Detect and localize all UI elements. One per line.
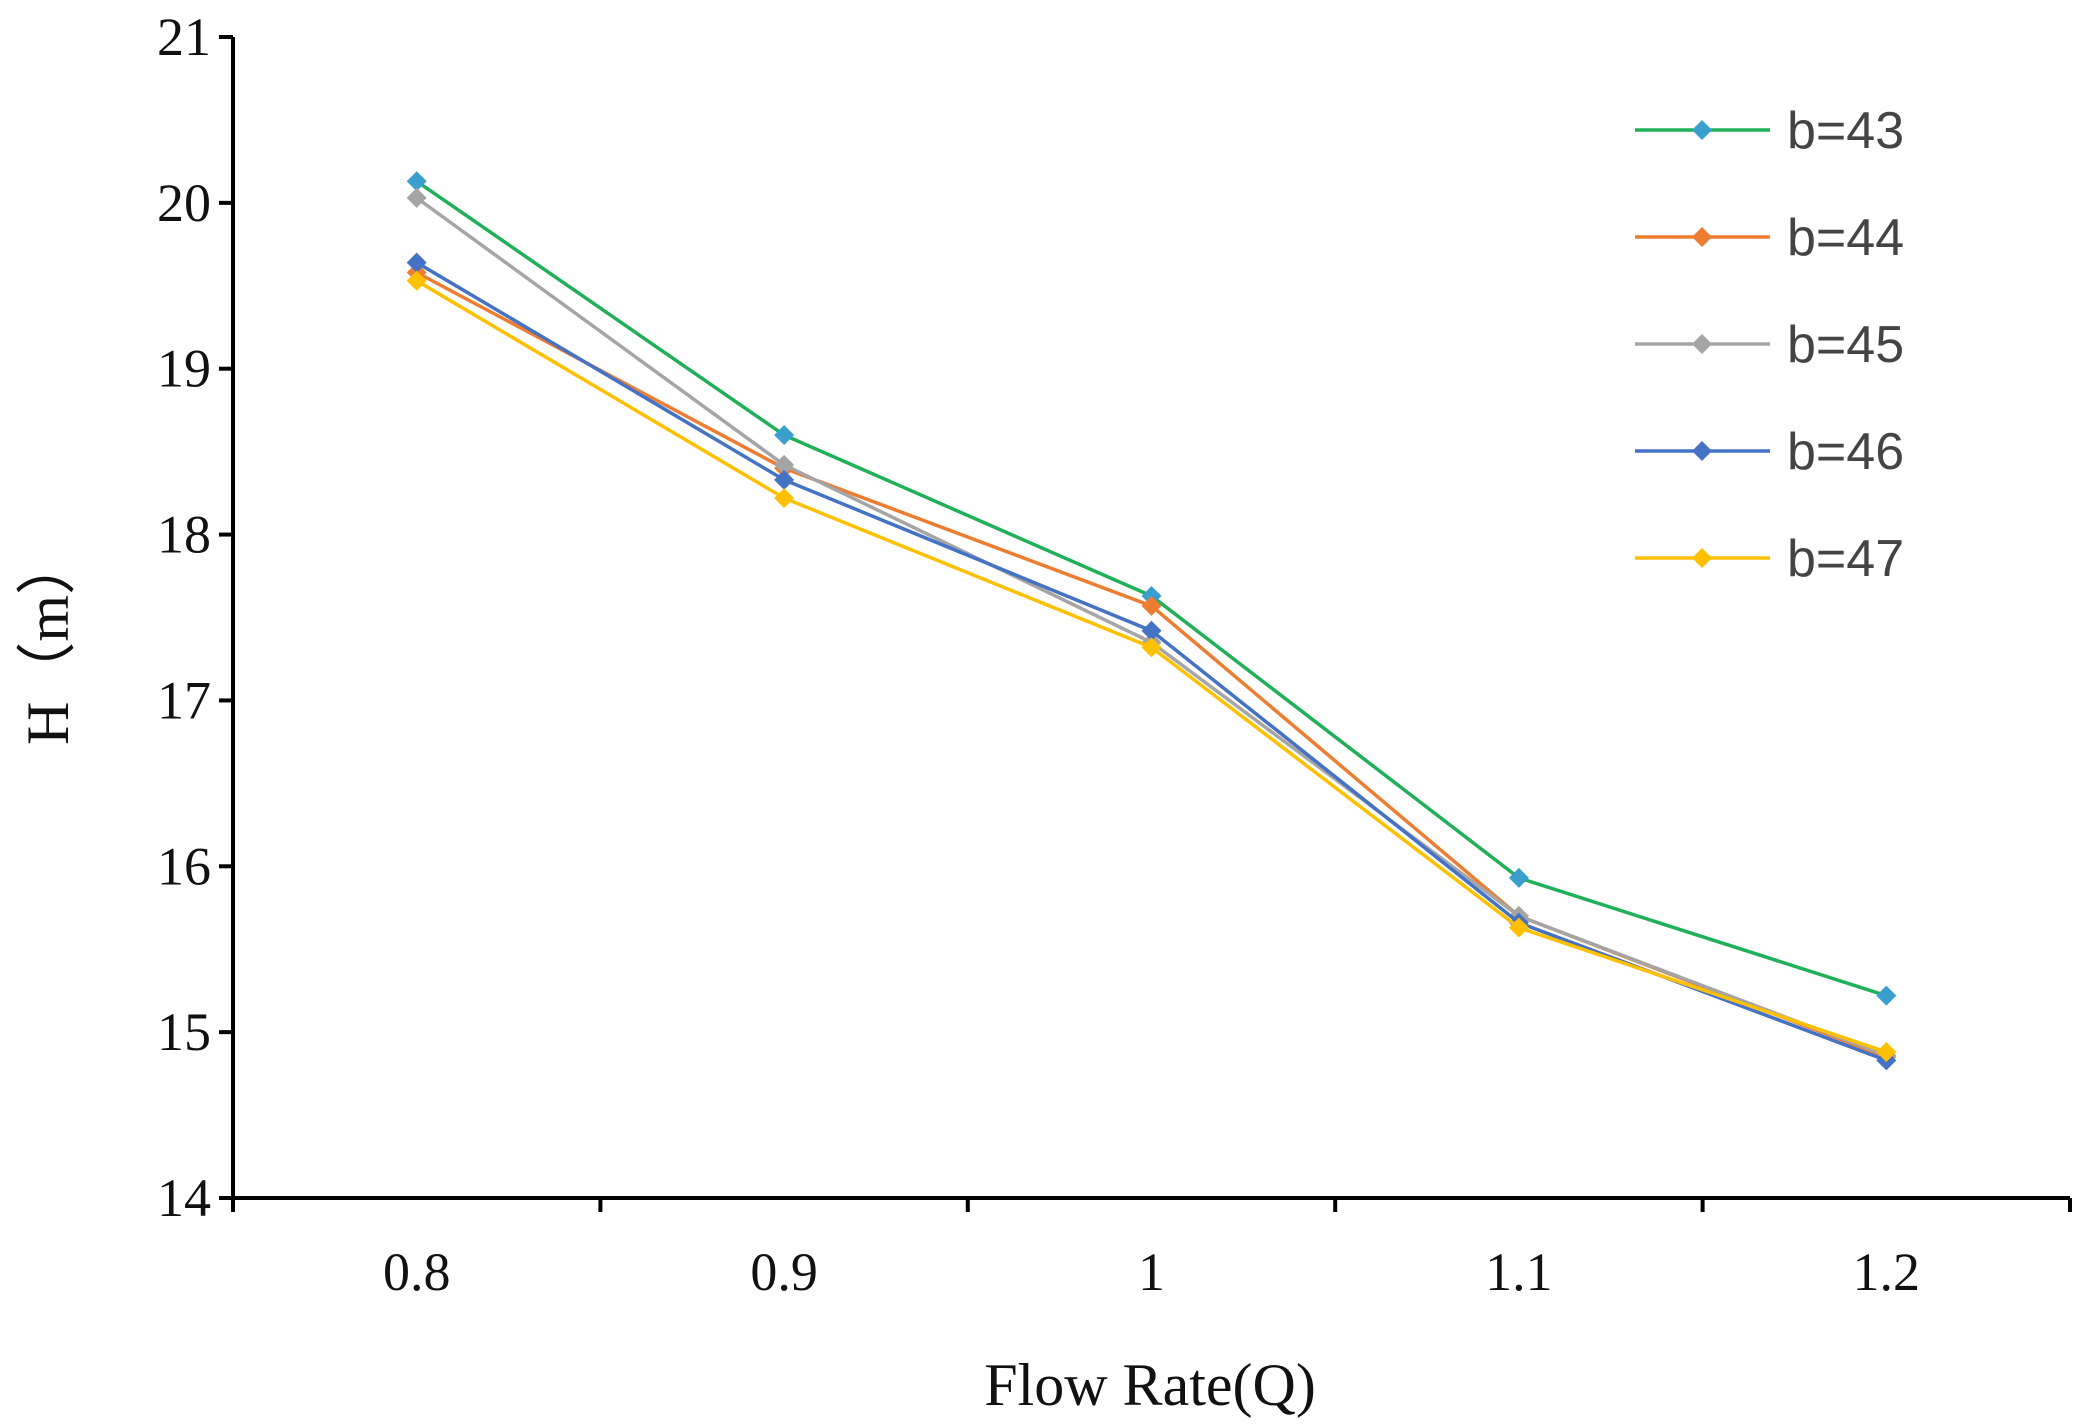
data-point-b46: [406, 252, 427, 273]
data-point-b43: [1876, 985, 1897, 1006]
series-line-b46: [415, 261, 1887, 1062]
y-axis-title: H（m）: [15, 535, 81, 745]
legend: b=43 b=44 b=45 b=46 b=47: [1635, 102, 1904, 588]
legend-marker: [1692, 441, 1712, 461]
x-ticks: 0.8 0.9 1 1.1 1.2: [231, 1198, 2072, 1302]
legend-label: b=43: [1787, 102, 1904, 160]
data-point-b45: [774, 454, 795, 475]
legend-marker: [1692, 227, 1712, 247]
x-axis-title: Flow Rate(Q): [984, 1352, 1316, 1418]
legend-item-b46: b=46: [1635, 423, 1904, 481]
y-tick-label: 15: [157, 1002, 211, 1062]
data-point-b43: [406, 171, 427, 192]
y-ticks: 14 15 16 17 18 19 20 21: [157, 7, 233, 1228]
series-b46: [406, 252, 1897, 1071]
data-point-b47: [1141, 637, 1162, 658]
y-tick-label: 14: [157, 1168, 211, 1228]
series-b43: [406, 171, 1897, 1006]
series-b47: [406, 270, 1897, 1063]
y-tick-label: 17: [157, 670, 211, 730]
x-tick-label: 0.9: [750, 1242, 818, 1302]
data-point-b46: [1141, 620, 1162, 641]
data-point-b44: [1141, 595, 1162, 616]
data-point-b45: [406, 187, 427, 208]
series-line-b47: [415, 279, 1887, 1054]
x-tick-label: 1.2: [1853, 1242, 1921, 1302]
x-tick-label: 0.8: [383, 1242, 451, 1302]
data-point-b47: [774, 488, 795, 509]
legend-marker: [1692, 548, 1712, 568]
data-point-b47: [1508, 917, 1529, 938]
series-line-b44: [415, 270, 1887, 1059]
y-tick-label: 18: [157, 505, 211, 565]
data-point-b47: [1876, 1042, 1897, 1063]
x-tick-label: 1.1: [1485, 1242, 1553, 1302]
series-layer: [406, 171, 1897, 1071]
legend-item-b44: b=44: [1635, 209, 1904, 267]
y-tick-label: 19: [157, 339, 211, 399]
legend-marker: [1692, 120, 1712, 140]
y-tick-label: 21: [157, 7, 211, 67]
data-point-b46: [774, 469, 795, 490]
data-point-b47: [406, 270, 427, 291]
legend-label: b=47: [1787, 530, 1904, 588]
y-tick-label: 16: [157, 836, 211, 896]
legend-label: b=45: [1787, 316, 1904, 374]
legend-label: b=44: [1787, 209, 1904, 267]
series-b44: [406, 262, 1897, 1068]
legend-item-b45: b=45: [1635, 316, 1904, 374]
y-tick-label: 20: [157, 173, 211, 233]
legend-label: b=46: [1787, 423, 1904, 481]
legend-item-b43: b=43: [1635, 102, 1904, 160]
x-tick-label: 1: [1138, 1242, 1165, 1302]
data-point-b43: [774, 425, 795, 446]
legend-item-b47: b=47: [1635, 530, 1904, 588]
legend-marker: [1692, 334, 1712, 354]
data-point-b43: [1508, 867, 1529, 888]
